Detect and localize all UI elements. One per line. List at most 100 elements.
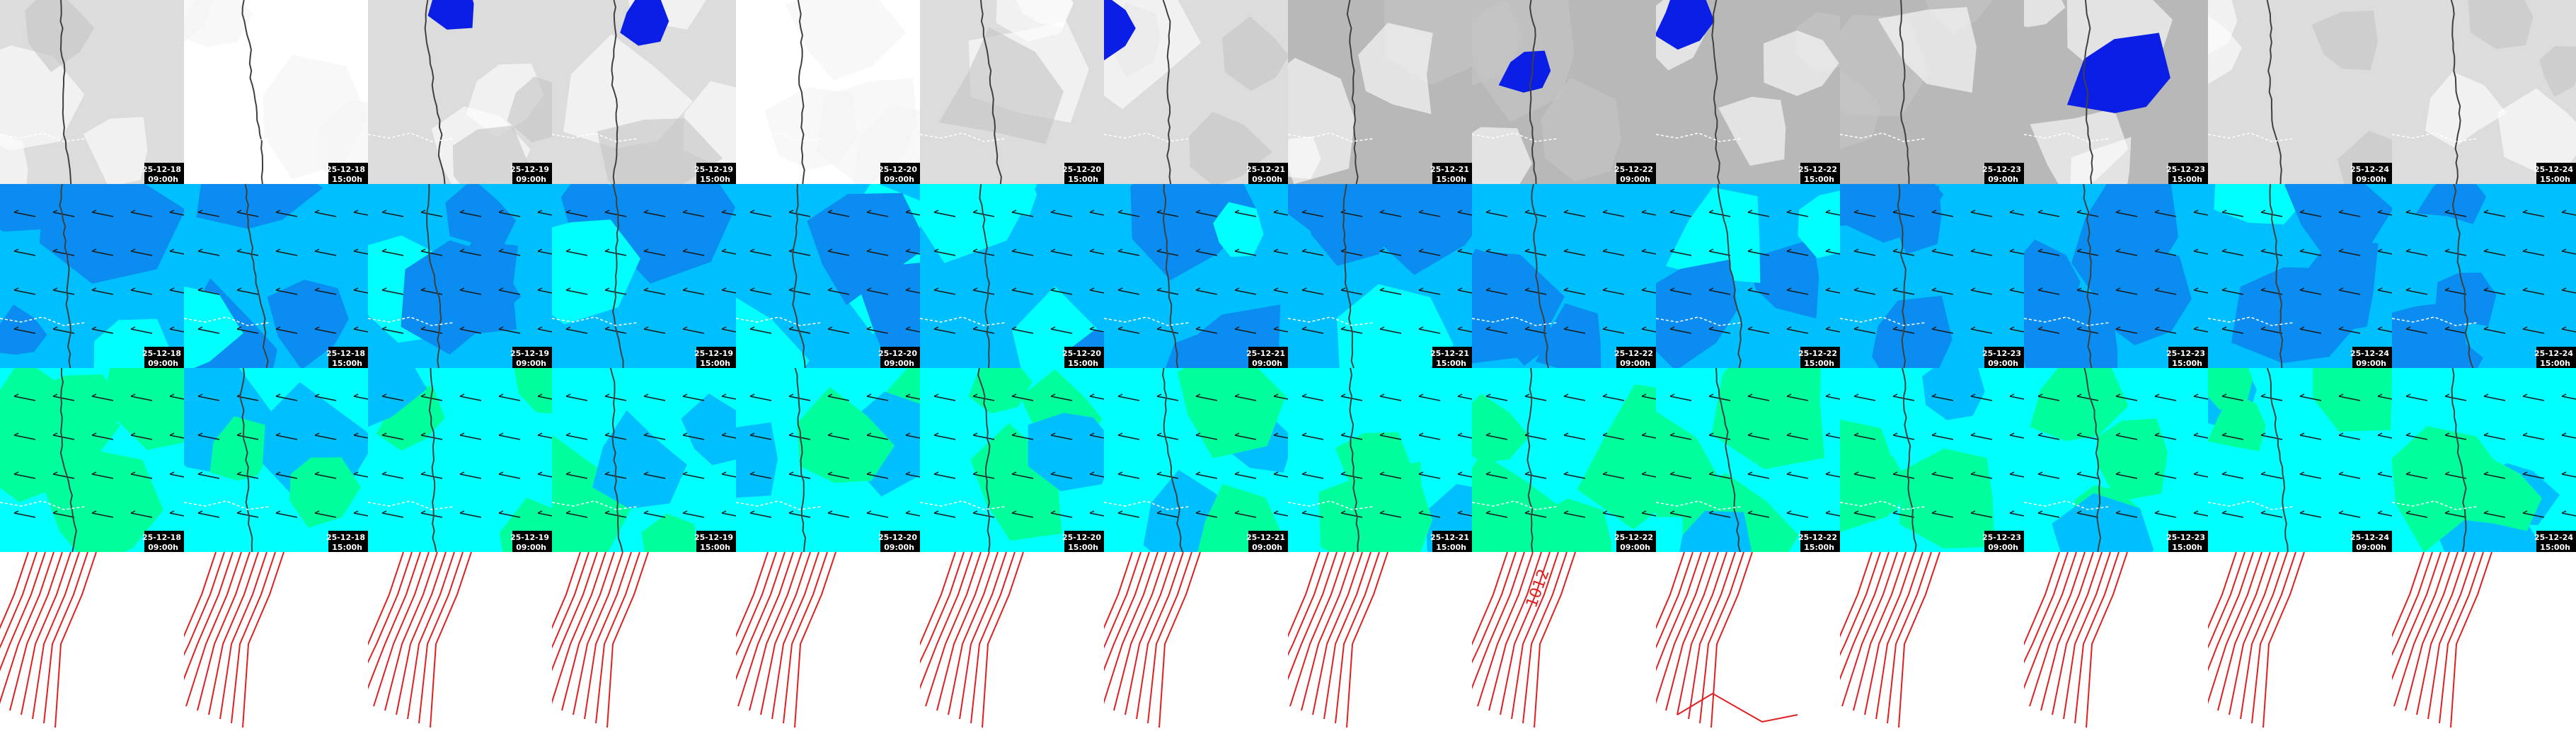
coastline bbox=[241, 0, 263, 184]
map-tile bbox=[368, 552, 552, 736]
wind-arrow bbox=[604, 212, 627, 217]
field-patch bbox=[0, 304, 47, 355]
wind-arrow bbox=[2260, 510, 2266, 514]
field-patch bbox=[1337, 284, 1454, 368]
wind-arrow bbox=[236, 512, 259, 518]
wind-arrow bbox=[1195, 396, 1218, 401]
wind-arrow bbox=[537, 512, 552, 517]
wind-arrow bbox=[1708, 510, 1714, 514]
wind-arrow bbox=[2483, 251, 2506, 256]
wind-arrow bbox=[1786, 396, 1809, 401]
wind-arrow bbox=[682, 326, 688, 330]
date-label: 25-12-24 bbox=[2350, 533, 2389, 542]
wind-arrow bbox=[1931, 326, 1937, 330]
wind-arrow bbox=[1234, 209, 1240, 213]
isobar bbox=[1472, 552, 1525, 690]
wind-arrow bbox=[1340, 471, 1346, 475]
wind-arrow bbox=[52, 326, 58, 330]
field-patch bbox=[2208, 368, 2253, 410]
wind-arrow bbox=[13, 396, 36, 401]
wind-arrow bbox=[2338, 251, 2361, 256]
wind-arrow bbox=[1892, 326, 1898, 330]
field-patch bbox=[920, 184, 1037, 263]
wind-arrow bbox=[2221, 435, 2244, 440]
date-label: 25-12-23 bbox=[2166, 165, 2205, 174]
date-label: 25-12-18 bbox=[326, 349, 365, 358]
wind-arrow bbox=[1234, 510, 1240, 514]
wind-arrow bbox=[1892, 251, 1915, 256]
date-label: 25-12-22 bbox=[1614, 349, 1653, 358]
date-label: 25-12-24 bbox=[2350, 165, 2389, 174]
wind-arrow bbox=[1786, 512, 1809, 518]
wind-arrow bbox=[2483, 212, 2506, 217]
wind-arrow bbox=[420, 512, 443, 518]
wind-arrow bbox=[1234, 251, 1257, 256]
time-label-box bbox=[1800, 531, 1840, 552]
wind-arrow bbox=[236, 328, 259, 334]
wind-arrow bbox=[1669, 435, 1692, 440]
wind-arrow bbox=[827, 209, 833, 213]
wind-arrow bbox=[2115, 209, 2121, 213]
wind-arrow bbox=[827, 212, 850, 217]
wind-arrow bbox=[52, 471, 58, 475]
wind-arrow bbox=[381, 287, 387, 291]
wind-arrow bbox=[1089, 396, 1104, 400]
time-label-box bbox=[880, 163, 920, 184]
wind-arrow bbox=[2522, 328, 2545, 334]
wind-arrow bbox=[314, 209, 320, 213]
cloud-patch bbox=[938, 27, 1064, 144]
coastline bbox=[979, 184, 990, 368]
wind-arrow bbox=[275, 326, 281, 330]
field-patch bbox=[368, 368, 427, 427]
time-label-box bbox=[1432, 163, 1472, 184]
wind-arrow bbox=[1273, 432, 1279, 436]
time-label: 15:00h bbox=[1068, 175, 1098, 184]
field-patch bbox=[681, 393, 736, 466]
field-patch bbox=[209, 416, 268, 481]
date-label: 25-12-24 bbox=[2534, 349, 2573, 358]
field-patch bbox=[1177, 368, 1286, 459]
wind-arrow bbox=[2405, 251, 2428, 256]
wind-arrow bbox=[866, 510, 872, 514]
wind-arrow bbox=[314, 512, 337, 518]
cloud-patch bbox=[263, 54, 368, 180]
wind-arrow bbox=[2405, 473, 2428, 479]
wind-arrow bbox=[1641, 471, 1647, 475]
wind-arrow bbox=[2037, 326, 2043, 330]
wind-arrow bbox=[1301, 251, 1324, 256]
wind-arrow bbox=[2377, 393, 2383, 397]
wind-arrow bbox=[1602, 209, 1608, 213]
isobar bbox=[54, 552, 97, 728]
wind-arrow bbox=[1641, 289, 1656, 294]
wind-arrow bbox=[2037, 328, 2060, 334]
wind-arrow bbox=[381, 289, 404, 295]
wind-arrow bbox=[565, 212, 588, 217]
isobar bbox=[783, 552, 828, 724]
time-label: 09:00h bbox=[884, 175, 914, 184]
wind-arrow bbox=[1747, 512, 1770, 518]
date-label: 25-12-18 bbox=[326, 165, 365, 174]
isobar bbox=[959, 552, 1007, 720]
wind-arrow bbox=[2076, 287, 2082, 291]
map-tile bbox=[552, 552, 736, 736]
date-label: 25-12-22 bbox=[1798, 349, 1837, 358]
wind-arrow bbox=[275, 396, 298, 401]
wind-arrow bbox=[420, 471, 426, 475]
wind-arrow bbox=[459, 393, 465, 397]
wind-arrow bbox=[972, 251, 995, 256]
wind-arrow bbox=[1786, 471, 1792, 475]
wind-arrow bbox=[2444, 248, 2450, 252]
wind-arrow bbox=[2037, 287, 2043, 291]
time-label: 15:00h bbox=[2540, 543, 2570, 552]
wind-arrow bbox=[1089, 471, 1095, 475]
wind-arrow bbox=[933, 326, 939, 330]
wind-arrow bbox=[1825, 435, 1840, 439]
wind-arrow bbox=[2115, 510, 2121, 514]
time-label-box bbox=[144, 531, 184, 552]
wind-arrow bbox=[933, 328, 956, 334]
wind-arrow bbox=[2444, 396, 2467, 401]
